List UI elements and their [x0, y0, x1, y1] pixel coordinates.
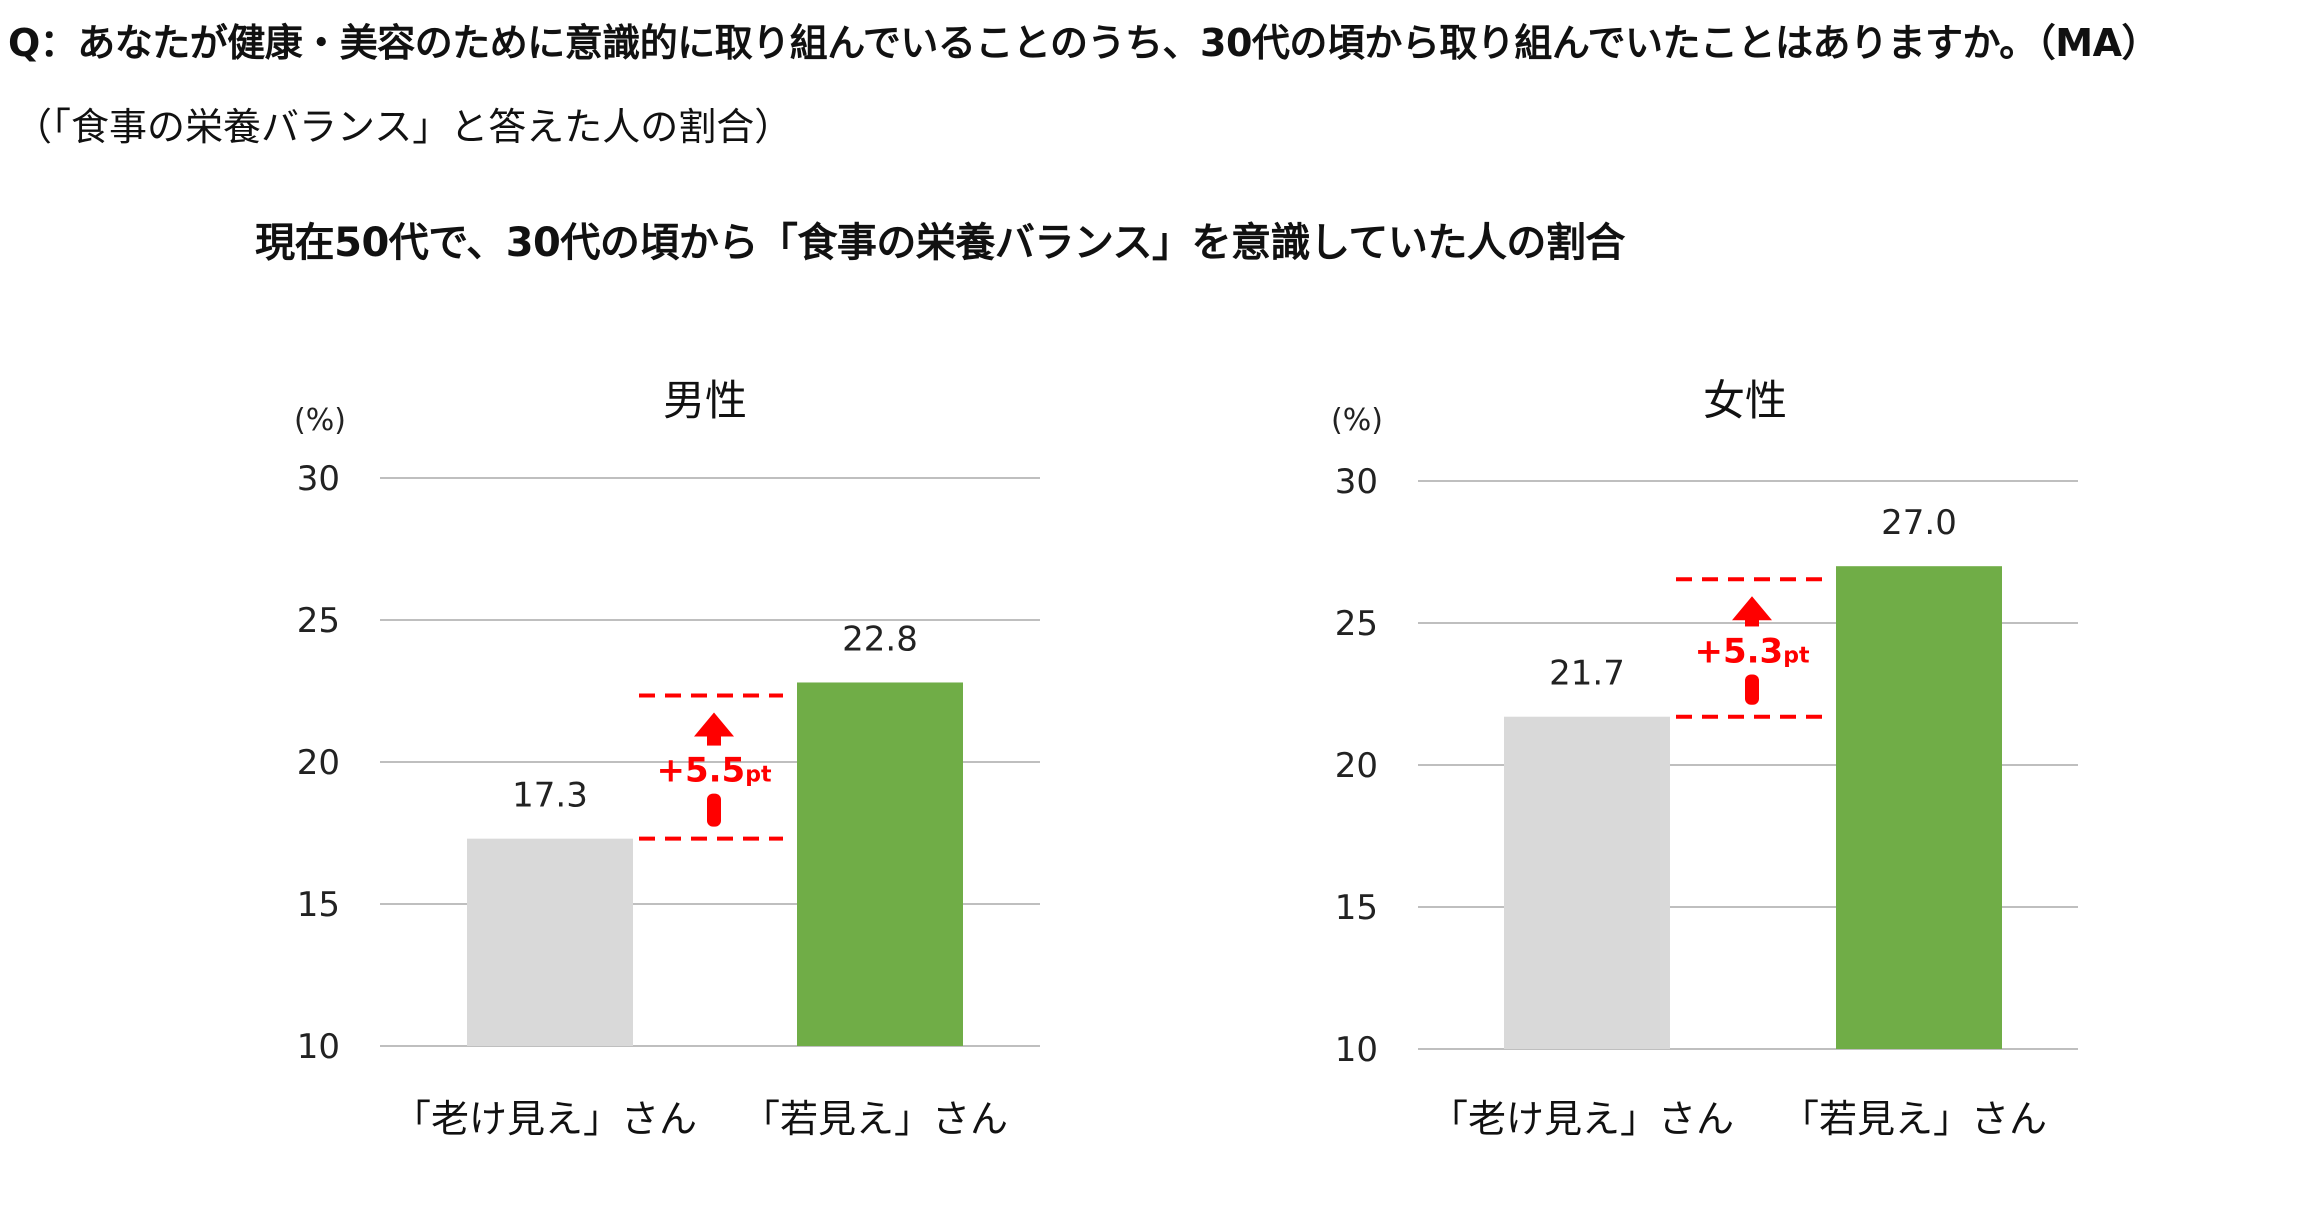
y-tick-label: 20 — [297, 743, 340, 783]
x-category-label: 「老け見え」さん — [1430, 1097, 1734, 1141]
y-tick-label: 25 — [297, 601, 340, 641]
value-label: 22.8 — [842, 619, 918, 659]
question-note: （「食事の栄養バランス」と答えた人の割合） — [14, 105, 793, 149]
difference-arrow-shaft-top — [707, 734, 721, 746]
y-tick-label: 10 — [297, 1027, 340, 1067]
difference-unit: pt — [745, 763, 772, 788]
x-category-label: 「若見え」さん — [1781, 1097, 2047, 1141]
value-label: 27.0 — [1881, 503, 1957, 543]
difference-unit: pt — [1783, 643, 1810, 668]
difference-arrow-shaft-bottom — [1745, 674, 1759, 705]
difference-arrow-shaft-top — [1745, 618, 1759, 627]
y-tick-label: 30 — [297, 459, 340, 499]
y-tick-label: 20 — [1335, 746, 1378, 786]
bar-young-looking — [1836, 566, 2002, 1049]
unit-label: (%) — [294, 403, 346, 438]
difference-label: +5.3pt — [1695, 631, 1810, 671]
difference-arrow-up-icon — [1732, 596, 1772, 621]
value-label: 21.7 — [1549, 654, 1625, 694]
question-text: Q：あなたが健康・美容のために意識的に取り組んでいることのうち、30代の頃から取… — [8, 21, 2159, 65]
chart-male: 男性 (%) 10 15 20 25 30 17.3 「老け見え」さん 22.8 「若見え」さん +5… — [294, 376, 1040, 1141]
y-tick-label: 25 — [1335, 604, 1378, 644]
bar-old-looking — [467, 838, 633, 1046]
unit-label: (%) — [1331, 403, 1383, 438]
y-tick-label: 15 — [1335, 888, 1378, 928]
difference-label: +5.5pt — [657, 751, 772, 791]
difference-value: +5.3 — [1695, 631, 1784, 671]
difference-arrow-up-icon — [694, 712, 734, 737]
difference-value: +5.5 — [657, 751, 746, 791]
value-label: 17.3 — [512, 776, 588, 816]
y-tick-label: 30 — [1335, 462, 1378, 502]
chart-title: 女性 — [1703, 376, 1787, 425]
x-category-label: 「老け見え」さん — [393, 1097, 697, 1141]
bar-young-looking — [797, 682, 963, 1046]
main-title: 現在50代で、30代の頃から「食事の栄養バランス」を意識していた人の割合 — [255, 220, 1625, 266]
difference-arrow-shaft-bottom — [707, 793, 721, 827]
chart-title: 男性 — [663, 376, 747, 425]
y-tick-label: 15 — [297, 885, 340, 925]
x-category-label: 「若見え」さん — [742, 1097, 1008, 1141]
y-tick-label: 10 — [1335, 1030, 1378, 1070]
bar-old-looking — [1504, 716, 1670, 1049]
